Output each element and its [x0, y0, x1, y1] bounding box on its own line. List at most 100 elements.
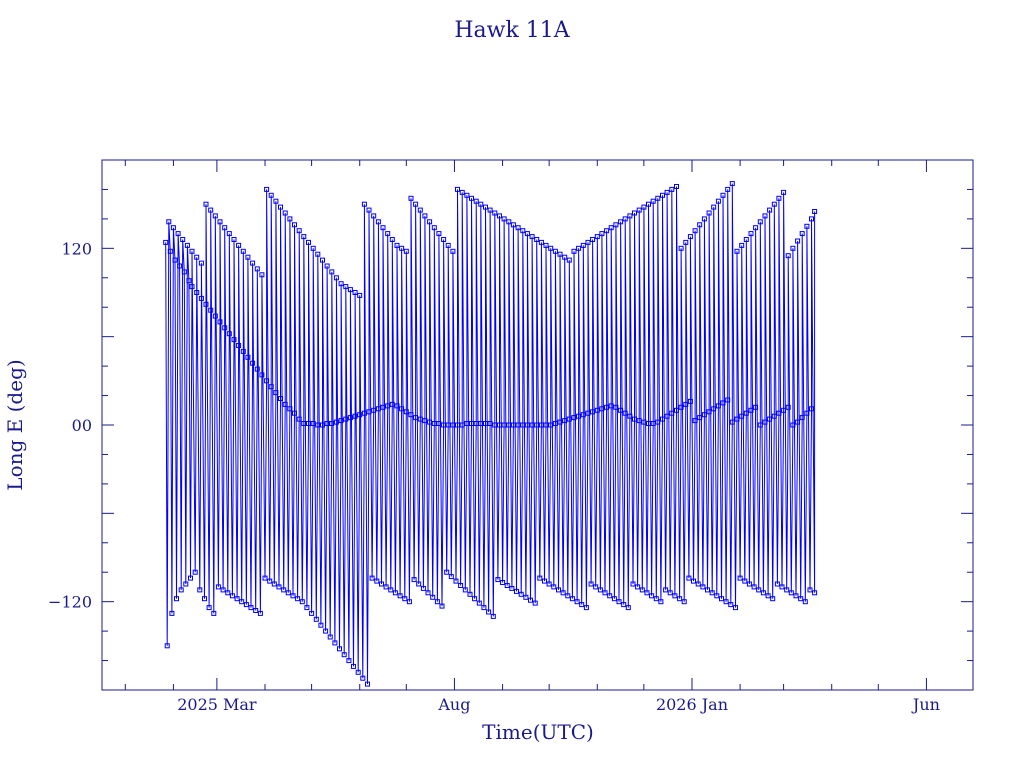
data-point [408, 412, 414, 418]
data-point [352, 413, 358, 419]
data-point [497, 422, 502, 428]
data-point [371, 213, 377, 219]
data-point [222, 225, 228, 231]
data-point [332, 640, 338, 646]
data-point [492, 210, 498, 216]
data-point [501, 216, 507, 222]
data-point [751, 584, 757, 590]
data-point [790, 422, 796, 428]
data-point [812, 590, 818, 596]
data-point [753, 404, 759, 410]
data-point [608, 403, 614, 409]
data-point [203, 201, 209, 207]
data-point [691, 578, 696, 584]
data-point [343, 416, 349, 422]
data-point [495, 577, 501, 583]
data-point [669, 186, 675, 192]
data-point [483, 421, 488, 426]
data-point [318, 622, 324, 628]
data-point [580, 412, 586, 418]
data-point [537, 575, 543, 581]
data-point [799, 231, 805, 237]
data-point [239, 599, 245, 605]
data-point [226, 231, 232, 237]
data-point [557, 251, 563, 257]
data-point [497, 213, 502, 219]
data-point [501, 422, 507, 428]
data-point [394, 242, 400, 248]
data-point [189, 248, 195, 254]
data-point [351, 663, 356, 669]
data-point [546, 581, 552, 587]
data-point [687, 398, 693, 404]
data-point [562, 418, 568, 424]
data-point [197, 587, 203, 593]
data-point [644, 590, 650, 596]
data-point [310, 245, 316, 251]
data-point [357, 292, 363, 298]
data-point [259, 372, 265, 378]
data-point [413, 415, 419, 421]
data-point [678, 245, 684, 251]
data-point [355, 669, 361, 675]
data-point [785, 253, 791, 259]
data-point [411, 577, 417, 583]
data-point [795, 419, 801, 425]
data-point [660, 416, 665, 422]
data-point [672, 593, 678, 599]
data-point [597, 587, 603, 593]
data-point [313, 616, 319, 622]
data-point [725, 186, 731, 192]
data-point [320, 422, 325, 428]
data-point [737, 575, 743, 581]
data-point [711, 204, 717, 210]
data-point [548, 422, 554, 428]
data-point [576, 245, 582, 251]
data-point [715, 198, 721, 204]
data-point [299, 599, 305, 605]
data-point [427, 419, 433, 425]
data-point [728, 602, 734, 608]
data-point [304, 605, 310, 611]
data-point [560, 590, 566, 596]
data-point [383, 584, 389, 590]
data-point [711, 406, 717, 412]
data-point [254, 366, 260, 372]
data-point [683, 401, 689, 407]
data-point [462, 587, 468, 593]
data-point [678, 404, 684, 410]
data-point [215, 584, 221, 590]
data-point [571, 415, 577, 421]
data-point [347, 415, 353, 421]
data-point [408, 195, 414, 201]
data-point [174, 596, 179, 602]
data-point [697, 415, 703, 421]
data-point [510, 422, 516, 428]
data-point [627, 213, 633, 219]
x-tick-label: 2026 Jan [656, 695, 728, 714]
data-point [271, 581, 277, 587]
data-point [571, 248, 577, 254]
data-point [621, 602, 627, 608]
data-point [292, 222, 297, 228]
data-point [543, 242, 549, 248]
data-point [369, 575, 375, 581]
data-point [697, 222, 703, 228]
data-point [649, 593, 655, 599]
data-point [329, 269, 335, 275]
data-point [338, 281, 344, 287]
data-point [259, 272, 265, 278]
data-point [781, 189, 787, 195]
data-point [618, 407, 624, 413]
data-point [375, 406, 381, 412]
data-point [588, 581, 594, 587]
data-point [529, 422, 535, 428]
data-point [579, 602, 585, 608]
data-point [762, 419, 768, 425]
data-point [287, 216, 293, 222]
data-point [534, 422, 540, 428]
data-point [746, 581, 752, 587]
data-point [674, 407, 679, 413]
data-point [804, 410, 810, 416]
data-point [458, 583, 464, 588]
